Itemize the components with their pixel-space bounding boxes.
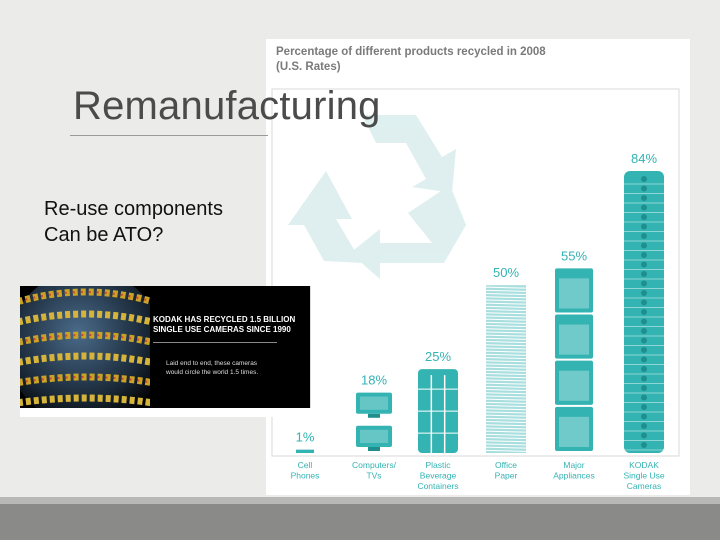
category-label-3: Containers [417, 481, 458, 491]
category-label-6: KODAK [629, 460, 659, 470]
title-underline [70, 135, 268, 136]
category-label-4: Paper [495, 471, 518, 481]
footer-bar [0, 504, 720, 540]
bar-6 [624, 171, 664, 453]
category-label-2: Computers/ [352, 460, 397, 470]
chart-panel: Percentage of different products recycle… [266, 39, 690, 495]
value-label-4: 50% [493, 265, 519, 280]
category-label-6: Cameras [627, 481, 661, 491]
value-label-6: 84% [631, 151, 657, 166]
bar-5 [555, 268, 593, 451]
kodak-headline-line2: SINGLE USE CAMERAS SINCE 1990 [153, 325, 291, 334]
globe-icon [20, 286, 150, 408]
category-label-3: Beverage [420, 471, 457, 481]
category-label-1: Cell [298, 460, 313, 470]
bar-1 [296, 449, 314, 453]
value-label-2: 18% [361, 373, 387, 388]
kodak-image: KODAK HAS RECYCLED 1.5 BILLION SINGLE US… [20, 286, 311, 408]
category-label-2: TVs [366, 471, 381, 481]
recycling-chart: Percentage of different products recycle… [271, 46, 680, 491]
value-label-5: 55% [561, 248, 587, 263]
category-label-3: Plastic [425, 460, 451, 470]
kodak-sub-line1: Laid end to end, these cameras [166, 360, 258, 367]
bullet-reuse: Re-use components [44, 198, 223, 220]
value-labels-group: 1% 18% 25% 50% 55% 84% [296, 151, 658, 445]
chart-title: Percentage of different products recycle… [276, 46, 546, 58]
chart-frame [271, 88, 680, 457]
kodak-headline: KODAK HAS RECYCLED 1.5 BILLION SINGLE US… [153, 315, 303, 335]
bullet-ato: Can be ATO? [44, 224, 164, 246]
bar-2 [356, 392, 392, 451]
slide-title: Remanufacturing [73, 84, 381, 128]
body-text: Re-use components Can be ATO? [44, 196, 223, 248]
category-label-1: Phones [291, 471, 320, 481]
bar-3 [418, 369, 458, 453]
value-label-1: 1% [296, 430, 315, 445]
footer-accent-bar [0, 497, 720, 504]
category-label-6: Single Use [623, 471, 664, 481]
image-caption-strip [20, 408, 290, 417]
bars-group [296, 171, 664, 453]
value-label-3: 25% [425, 349, 451, 364]
category-label-5: Appliances [553, 471, 595, 481]
kodak-headline-line1: KODAK HAS RECYCLED 1.5 BILLION [153, 315, 296, 324]
category-label-5: Major [563, 460, 584, 470]
kodak-sub-line2: would circle the world 1.5 times. [166, 369, 259, 376]
chart-subtitle: (U.S. Rates) [276, 61, 341, 73]
category-label-4: Office [495, 460, 517, 470]
kodak-divider [153, 342, 277, 343]
bar-4 [485, 285, 527, 453]
kodak-subtext: Laid end to end, these cameras would cir… [166, 359, 306, 377]
recycle-icon [288, 115, 466, 279]
